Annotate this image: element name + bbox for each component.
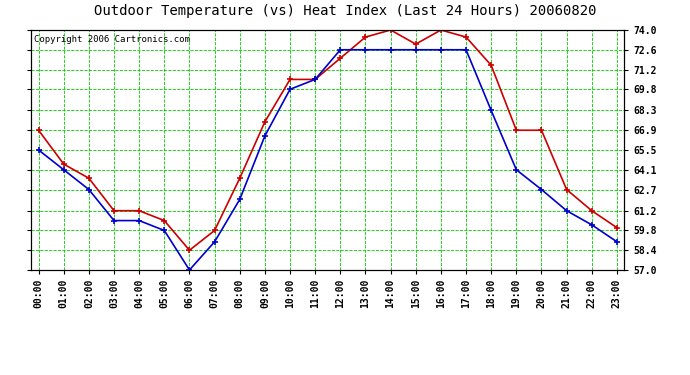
Text: Outdoor Temperature (vs) Heat Index (Last 24 Hours) 20060820: Outdoor Temperature (vs) Heat Index (Las… [94, 4, 596, 18]
Text: Copyright 2006 Cartronics.com: Copyright 2006 Cartronics.com [34, 35, 190, 44]
